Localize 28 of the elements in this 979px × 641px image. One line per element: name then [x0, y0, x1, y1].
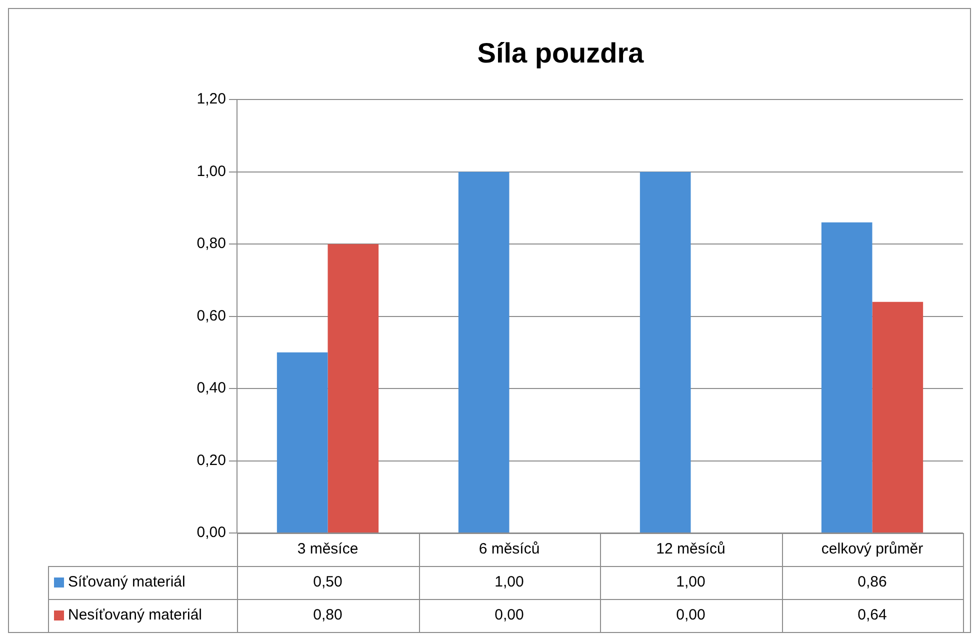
y-tick-label: 0,80 [196, 235, 226, 252]
y-tick-label: 0,00 [196, 524, 226, 542]
x-tick-label: 3 měsíce [297, 540, 358, 558]
data-label: 0,86 [858, 574, 887, 591]
x-tick-label: 6 měsíců [478, 540, 540, 558]
y-tick-label: 0,40 [196, 380, 226, 397]
bar [276, 352, 328, 532]
data-label: 0,80 [313, 606, 342, 624]
data-label: 1,00 [494, 574, 524, 591]
y-tick-label: 1,20 [196, 90, 226, 108]
y-tick-label: 0,20 [196, 452, 226, 469]
y-tick-label: 1,00 [196, 162, 226, 180]
legend-label: Síťovaný materiál [68, 574, 186, 591]
chart-title: Síla pouzdra [477, 38, 644, 69]
data-label: 0,50 [313, 574, 342, 591]
legend-label: Nesíťovaný materiál [68, 606, 202, 624]
data-label: 0,00 [494, 606, 524, 624]
y-tick-label: 0,60 [196, 307, 226, 324]
x-tick-label: 12 měsíců [656, 540, 726, 558]
bar [640, 172, 691, 532]
data-label: 1,00 [676, 574, 706, 591]
bar [328, 244, 379, 532]
bar [458, 172, 510, 532]
bar [821, 222, 872, 532]
x-tick-label: celkový průměr [821, 540, 924, 558]
data-label: 0,00 [676, 606, 706, 624]
bar [872, 302, 924, 532]
data-label: 0,64 [858, 606, 887, 624]
